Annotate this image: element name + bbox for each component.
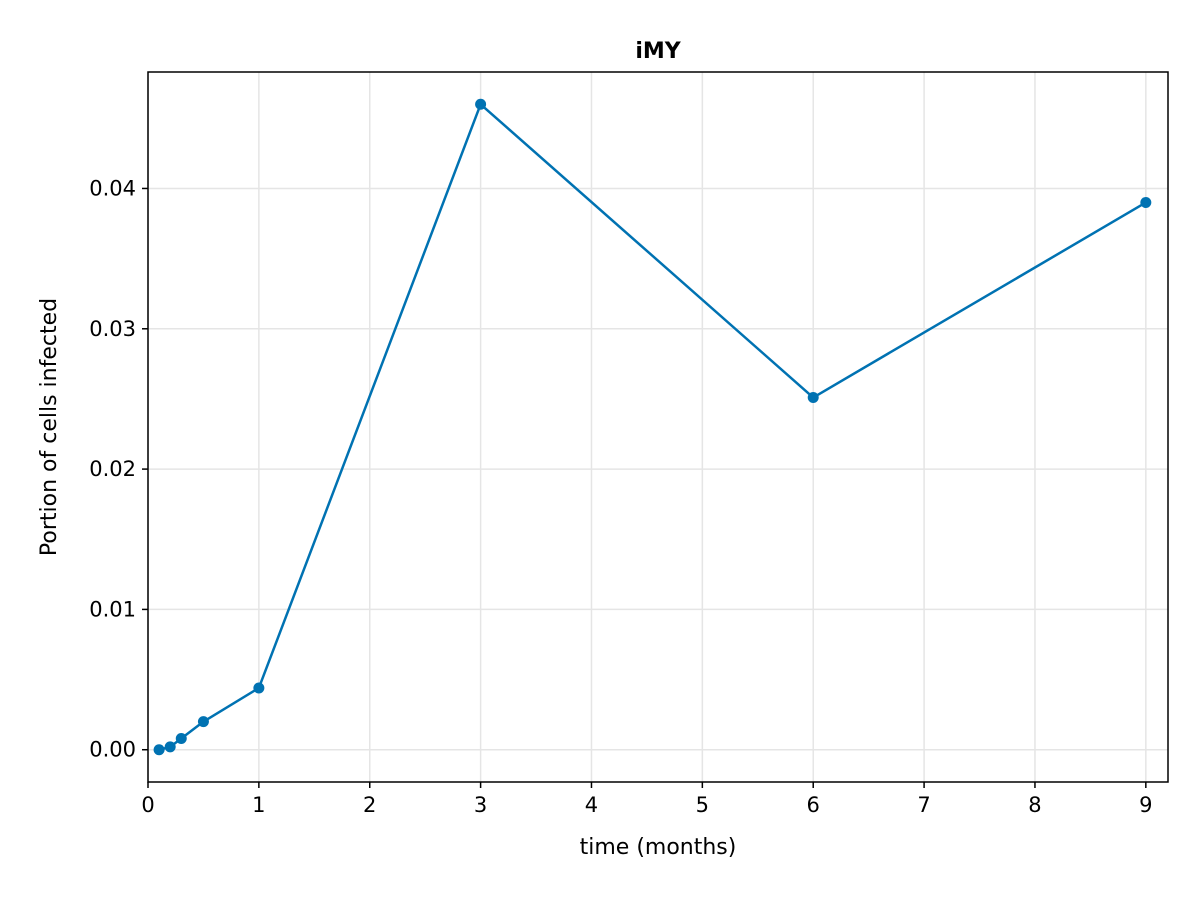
x-tick-label: 1 <box>252 793 265 817</box>
y-tick-label: 0.04 <box>89 176 136 200</box>
x-tick-label: 4 <box>585 793 598 817</box>
ticks: 0 1 2 3 4 5 6 7 8 9 0.00 0.01 0.02 0.03 0.04 <box>89 176 1152 817</box>
y-tick-label: 0.00 <box>89 738 136 762</box>
y-tick-label: 0.01 <box>89 597 136 621</box>
series-layer <box>153 98 1152 756</box>
plot-frame <box>147 71 1169 783</box>
data-point <box>153 744 165 756</box>
y-tick-label: 0.02 <box>89 457 136 481</box>
chart-title: iMY <box>635 39 681 64</box>
x-tick-label: 8 <box>1028 793 1041 817</box>
data-point <box>164 741 176 753</box>
x-tick-label: 0 <box>141 793 154 817</box>
y-tick-label: 0.03 <box>89 317 136 341</box>
data-point <box>253 682 265 694</box>
x-tick-label: 7 <box>917 793 930 817</box>
data-point <box>1140 196 1152 208</box>
y-axis-title: Portion of cells infected <box>37 298 62 556</box>
x-tick-label: 3 <box>474 793 487 817</box>
data-point <box>197 716 209 728</box>
x-tick-label: 6 <box>807 793 820 817</box>
data-point <box>807 392 819 404</box>
x-tick-label: 5 <box>696 793 709 817</box>
data-point <box>475 98 487 110</box>
x-tick-label: 9 <box>1139 793 1152 817</box>
x-axis-title: time (months) <box>580 835 737 860</box>
series-line <box>158 103 1147 751</box>
grid <box>147 72 1168 782</box>
x-tick-label: 2 <box>363 793 376 817</box>
data-point <box>175 733 187 745</box>
